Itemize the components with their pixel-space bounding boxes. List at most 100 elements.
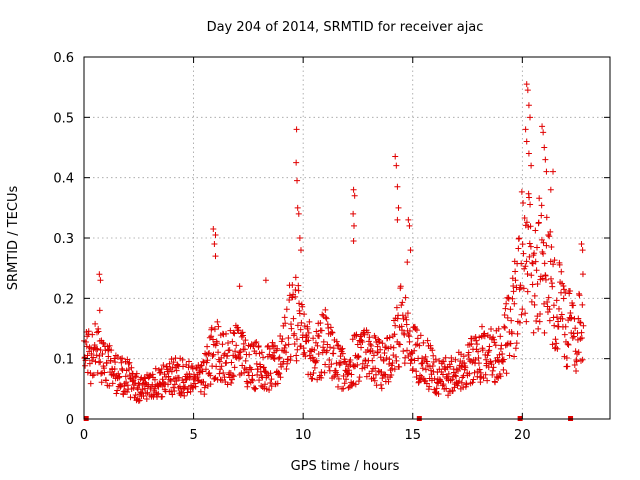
data-point: [540, 250, 547, 257]
data-point: [240, 332, 247, 339]
data-point: [351, 222, 358, 229]
data-point: [330, 350, 337, 357]
data-point: [508, 330, 515, 337]
data-point: [485, 348, 492, 355]
data-point: [179, 356, 186, 363]
data-point: [526, 240, 533, 247]
data-point: [527, 114, 534, 121]
data-point: [538, 202, 545, 209]
data-point: [326, 357, 333, 364]
data-point: [398, 302, 405, 309]
data-point: [218, 377, 225, 384]
data-point: [399, 299, 406, 306]
data-point: [294, 346, 301, 353]
data-point: [318, 327, 325, 334]
data-point: [185, 364, 192, 371]
data-point: [423, 380, 430, 387]
data-point: [510, 282, 517, 289]
data-point: [253, 360, 260, 367]
data-point: [133, 370, 140, 377]
data-point: [368, 368, 375, 375]
data-point: [274, 345, 281, 352]
data-point: [311, 364, 318, 371]
data-point: [209, 336, 216, 343]
data-point: [291, 330, 298, 337]
data-point: [279, 335, 286, 342]
data-point: [579, 271, 586, 278]
data-point: [242, 357, 249, 364]
data-point: [450, 369, 457, 376]
data-point: [347, 356, 354, 363]
data-point: [158, 366, 165, 373]
y-tick-label: 0: [66, 413, 74, 428]
data-point: [404, 347, 411, 354]
data-point: [111, 371, 118, 378]
data-point: [212, 231, 219, 238]
data-point: [345, 384, 352, 391]
data-point: [261, 381, 268, 388]
data-point: [389, 360, 396, 367]
data-point: [318, 374, 325, 381]
data-point: [243, 378, 250, 385]
data-point: [391, 366, 398, 373]
data-point: [540, 239, 547, 246]
y-tick-label: 0.2: [53, 292, 74, 307]
data-point: [276, 370, 283, 377]
data-point: [219, 341, 226, 348]
data-point: [216, 370, 223, 377]
data-point: [575, 349, 582, 356]
data-point: [495, 325, 502, 332]
data-point: [424, 358, 431, 365]
data-point: [386, 334, 393, 341]
data-point: [507, 340, 514, 347]
data-point: [322, 361, 329, 368]
data-point: [408, 356, 415, 363]
data-point: [262, 277, 269, 284]
data-point: [387, 343, 394, 350]
data-point: [141, 385, 148, 392]
data-point: [335, 375, 342, 382]
data-point: [481, 333, 488, 340]
data-point: [503, 300, 510, 307]
data-point: [328, 361, 335, 368]
data-point: [351, 192, 358, 199]
data-point: [361, 331, 368, 338]
data-point: [432, 389, 439, 396]
data-point: [520, 250, 527, 257]
data-point: [537, 310, 544, 317]
data-point: [194, 377, 201, 384]
data-point: [91, 342, 98, 349]
data-point: [318, 369, 325, 376]
data-point: [403, 321, 410, 328]
data-point: [497, 373, 504, 380]
data-point: [304, 325, 311, 332]
data-point: [392, 322, 399, 329]
data-point: [293, 352, 300, 359]
data-point: [292, 287, 299, 294]
data-point: [275, 369, 282, 376]
data-point: [97, 358, 104, 365]
data-point: [445, 392, 452, 399]
data-point: [519, 241, 526, 248]
data-point: [309, 354, 316, 361]
data-point: [542, 156, 549, 163]
data-point: [429, 363, 436, 370]
data-point: [297, 326, 304, 333]
data-point: [313, 357, 320, 364]
data-point: [191, 375, 198, 382]
data-point: [218, 354, 225, 361]
data-point: [211, 375, 218, 382]
data-point: [326, 367, 333, 374]
data-point: [406, 338, 413, 345]
data-point: [395, 204, 402, 211]
data-point: [245, 369, 252, 376]
data-point: [228, 376, 235, 383]
data-point: [364, 329, 371, 336]
data-point: [513, 340, 520, 347]
data-point: [184, 389, 191, 396]
data-point: [88, 350, 95, 357]
data-point: [350, 186, 357, 193]
data-point: [89, 372, 96, 379]
data-point: [277, 374, 284, 381]
data-point: [189, 384, 196, 391]
